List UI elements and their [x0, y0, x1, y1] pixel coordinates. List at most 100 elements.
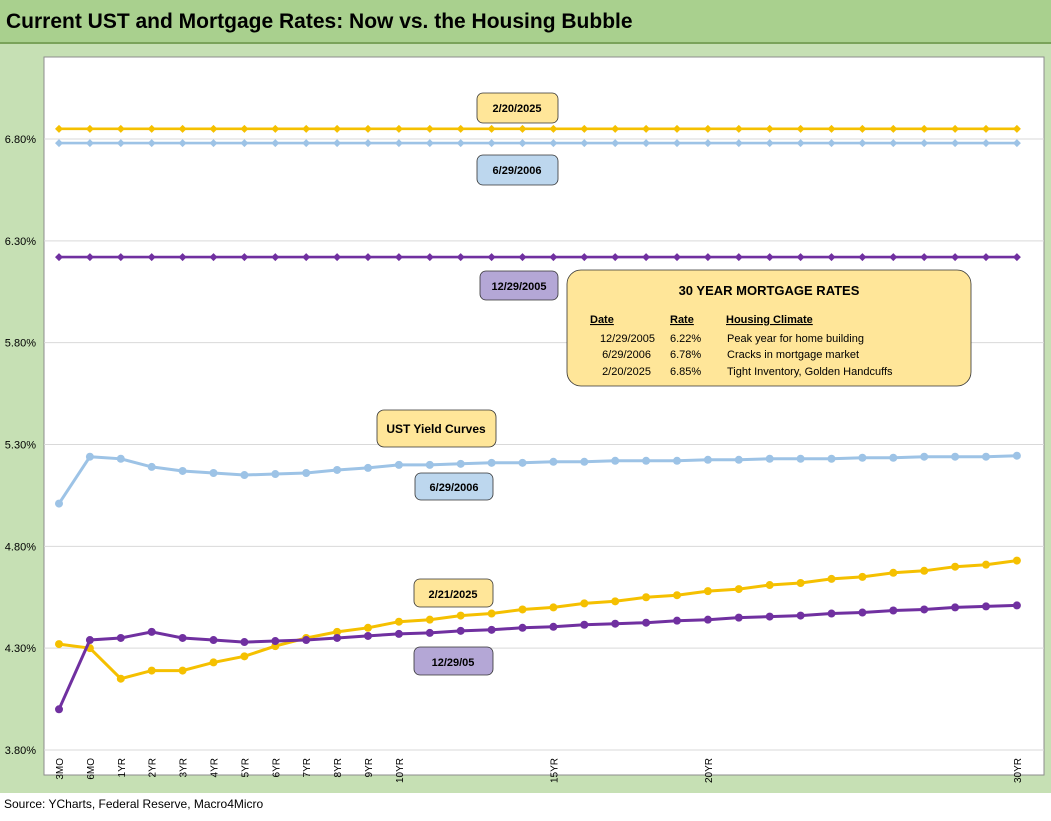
- data-point: [209, 253, 218, 262]
- series-3: [55, 451, 1021, 508]
- data-point: [116, 253, 125, 262]
- x-tick-label: 8YR: [333, 758, 344, 777]
- x-tick-label: 9YR: [364, 758, 375, 777]
- data-point: [673, 456, 681, 465]
- x-tick-label: 2YR: [148, 758, 159, 777]
- x-tick-label: 5YR: [240, 758, 251, 777]
- mortgage-row-date: 12/29/2005: [600, 333, 655, 345]
- data-point: [858, 253, 867, 262]
- data-point: [611, 597, 620, 606]
- data-point: [333, 633, 342, 642]
- x-tick-label: 3MO: [55, 758, 66, 780]
- data-point: [827, 124, 836, 133]
- data-point: [302, 469, 311, 478]
- data-point: [425, 253, 434, 262]
- data-point: [394, 460, 403, 469]
- series-line: [58, 559, 1018, 681]
- data-point: [394, 253, 403, 262]
- data-point: [796, 454, 805, 463]
- data-point: [85, 139, 94, 148]
- data-point: [116, 454, 125, 463]
- data-point: [920, 139, 929, 148]
- y-tick-label: 6.80%: [5, 134, 36, 146]
- data-point: [271, 470, 280, 479]
- data-point: [642, 139, 651, 148]
- data-point: [116, 139, 125, 148]
- data-point: [765, 139, 774, 148]
- data-point: [302, 139, 311, 148]
- mortgage-table: 30 YEAR MORTGAGE RATES Date Rate Housing…: [566, 269, 972, 387]
- label-ust-2005-text: 12/29/05: [432, 657, 475, 669]
- label-mort-2025: 2/20/2025: [476, 92, 559, 124]
- data-point: [951, 139, 960, 148]
- data-point: [734, 139, 743, 148]
- label-ust-2025-text: 2/21/2025: [429, 589, 478, 601]
- data-point: [611, 253, 620, 262]
- data-point: [116, 633, 125, 642]
- data-point: [302, 253, 311, 262]
- data-point: [178, 466, 187, 475]
- data-point: [580, 124, 589, 133]
- data-point: [549, 253, 558, 262]
- data-point: [703, 139, 712, 148]
- data-point: [827, 139, 836, 148]
- data-point: [889, 139, 898, 148]
- data-point: [147, 253, 156, 262]
- data-point: [703, 615, 712, 624]
- chart-title: Current UST and Mortgage Rates: Now vs. …: [6, 10, 633, 33]
- data-point: [240, 471, 249, 480]
- data-point: [55, 124, 63, 133]
- data-point: [549, 139, 558, 148]
- data-point: [611, 139, 620, 148]
- data-point: [333, 627, 342, 636]
- data-point: [209, 658, 218, 667]
- y-tick-label: 4.30%: [5, 643, 36, 655]
- data-point: [796, 124, 805, 133]
- data-point: [55, 705, 63, 714]
- data-point: [55, 139, 63, 148]
- data-point: [147, 462, 156, 471]
- mortgage-row-date: 2/20/2025: [602, 366, 651, 378]
- data-point: [487, 253, 496, 262]
- data-point: [518, 124, 527, 133]
- data-point: [271, 139, 280, 148]
- data-point: [827, 574, 836, 583]
- x-tick-label: 4YR: [210, 758, 221, 777]
- data-point: [456, 124, 465, 133]
- data-point: [765, 124, 774, 133]
- data-point: [580, 620, 589, 629]
- series-5: [55, 601, 1021, 714]
- x-tick-label: 3YR: [179, 758, 190, 777]
- y-tick-label: 5.30%: [5, 440, 36, 452]
- data-point: [889, 453, 898, 462]
- mortgage-row-rate: 6.78%: [670, 349, 701, 361]
- data-point: [920, 124, 929, 133]
- data-point: [209, 139, 218, 148]
- data-point: [178, 666, 187, 675]
- data-point: [425, 139, 434, 148]
- mortgage-table-header-rate: Rate: [670, 314, 694, 326]
- mortgage-row-climate: Tight Inventory, Golden Handcuffs: [727, 366, 893, 378]
- data-point: [673, 124, 681, 133]
- data-point: [271, 253, 280, 262]
- data-point: [673, 616, 681, 625]
- data-point: [734, 613, 743, 622]
- data-point: [364, 139, 372, 148]
- data-point: [147, 139, 156, 148]
- series-line: [57, 454, 1017, 505]
- data-point: [642, 124, 651, 133]
- data-point: [240, 253, 249, 262]
- data-point: [734, 455, 743, 464]
- data-point: [796, 253, 805, 262]
- data-point: [333, 124, 342, 133]
- data-point: [487, 609, 496, 618]
- data-point: [611, 124, 620, 133]
- data-point: [827, 609, 836, 618]
- data-point: [1012, 139, 1021, 148]
- data-point: [302, 124, 311, 133]
- data-point: [765, 581, 774, 590]
- data-point: [951, 603, 960, 612]
- data-point: [982, 602, 990, 611]
- data-point: [178, 139, 187, 148]
- data-point: [364, 253, 372, 262]
